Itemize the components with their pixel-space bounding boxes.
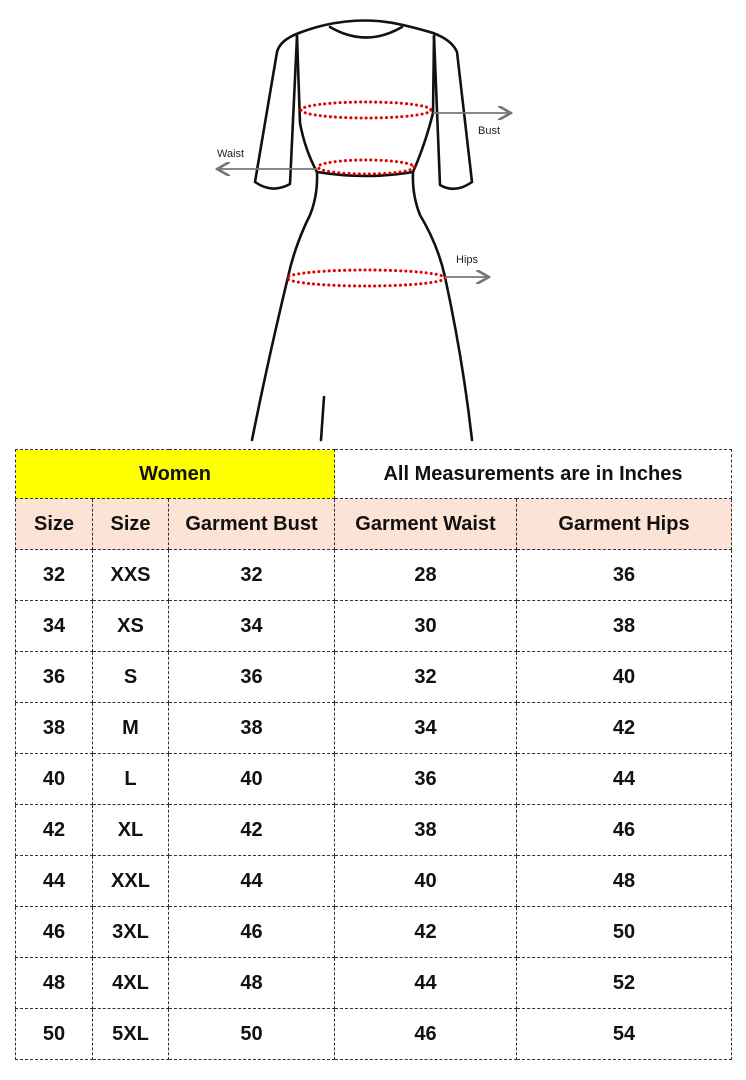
table-cell: S: [92, 651, 169, 703]
column-header: Garment Waist: [334, 498, 517, 550]
table-cell: 46: [516, 804, 732, 856]
table-row: 48 4XL 48 44 52: [15, 957, 732, 1009]
table-cell: 30: [334, 600, 517, 652]
table-row: 42 XL 42 38 46: [15, 804, 732, 856]
table-cell: 40: [516, 651, 732, 703]
table-cell: 44: [516, 753, 732, 805]
table-cell: 42: [168, 804, 335, 856]
header-row: Size Size Garment Bust Garment Waist Garment…: [15, 498, 732, 550]
title-row: Women All Measurements are in Inches: [15, 449, 732, 499]
table-row: 32 XXS 32 28 36: [15, 549, 732, 601]
group-label: Women: [15, 449, 335, 499]
table-cell: XXL: [92, 855, 169, 907]
table-cell: 54: [516, 1008, 732, 1060]
table-cell: 46: [15, 906, 93, 958]
table-cell: L: [92, 753, 169, 805]
table-cell: 36: [168, 651, 335, 703]
table-cell: 36: [15, 651, 93, 703]
table-cell: 44: [15, 855, 93, 907]
table-row: 36 S 36 32 40: [15, 651, 732, 703]
table-cell: 38: [516, 600, 732, 652]
table-cell: 48: [516, 855, 732, 907]
table-cell: 34: [15, 600, 93, 652]
table-cell: 44: [168, 855, 335, 907]
table-row: 38 M 38 34 42: [15, 702, 732, 754]
table-cell: 32: [168, 549, 335, 601]
column-header: Size: [15, 498, 93, 550]
table-cell: 50: [15, 1008, 93, 1060]
column-header: Size: [92, 498, 169, 550]
table-cell: 44: [334, 957, 517, 1009]
column-header: Garment Bust: [168, 498, 335, 550]
table-row: 46 3XL 46 42 50: [15, 906, 732, 958]
table-cell: 38: [334, 804, 517, 856]
bust-ring: [299, 100, 433, 120]
table-cell: XS: [92, 600, 169, 652]
bust-label: Bust: [478, 125, 500, 137]
table-cell: 48: [168, 957, 335, 1009]
table-cell: XXS: [92, 549, 169, 601]
table-row: 44 XXL 44 40 48: [15, 855, 732, 907]
table-cell: 32: [334, 651, 517, 703]
table-cell: 28: [334, 549, 517, 601]
table-cell: XL: [92, 804, 169, 856]
table-cell: M: [92, 702, 169, 754]
waist-ring: [316, 158, 416, 176]
table-cell: 42: [15, 804, 93, 856]
table-cell: 40: [168, 753, 335, 805]
table-cell: 34: [334, 702, 517, 754]
measurement-dotted-rings: [285, 100, 447, 288]
table-row: 34 XS 34 30 38: [15, 600, 732, 652]
table-cell: 50: [168, 1008, 335, 1060]
table-cell: 40: [15, 753, 93, 805]
table-cell: 46: [168, 906, 335, 958]
column-header: Garment Hips: [516, 498, 732, 550]
waist-label: Waist: [217, 148, 244, 160]
table-cell: 36: [516, 549, 732, 601]
table-cell: 42: [516, 702, 732, 754]
table-cell: 3XL: [92, 906, 169, 958]
size-chart-table: Women All Measurements are in Inches Siz…: [15, 449, 732, 1060]
hips-label: Hips: [456, 254, 479, 266]
dress-measurement-diagram: Bust Waist Hips: [0, 19, 746, 442]
measurement-arrows: [219, 113, 509, 277]
table-cell: 42: [334, 906, 517, 958]
table-row: 40 L 40 36 44: [15, 753, 732, 805]
table-row: 50 5XL 50 46 54: [15, 1008, 732, 1060]
table-cell: 50: [516, 906, 732, 958]
table-cell: 46: [334, 1008, 517, 1060]
table-cell: 48: [15, 957, 93, 1009]
table-cell: 36: [334, 753, 517, 805]
table-cell: 4XL: [92, 957, 169, 1009]
table-cell: 5XL: [92, 1008, 169, 1060]
table-cell: 38: [168, 702, 335, 754]
hips-ring: [285, 268, 447, 288]
table-cell: 52: [516, 957, 732, 1009]
unit-note: All Measurements are in Inches: [334, 449, 732, 499]
table-cell: 34: [168, 600, 335, 652]
table-cell: 38: [15, 702, 93, 754]
table-cell: 32: [15, 549, 93, 601]
dress-outline: [250, 19, 474, 442]
table-cell: 40: [334, 855, 517, 907]
